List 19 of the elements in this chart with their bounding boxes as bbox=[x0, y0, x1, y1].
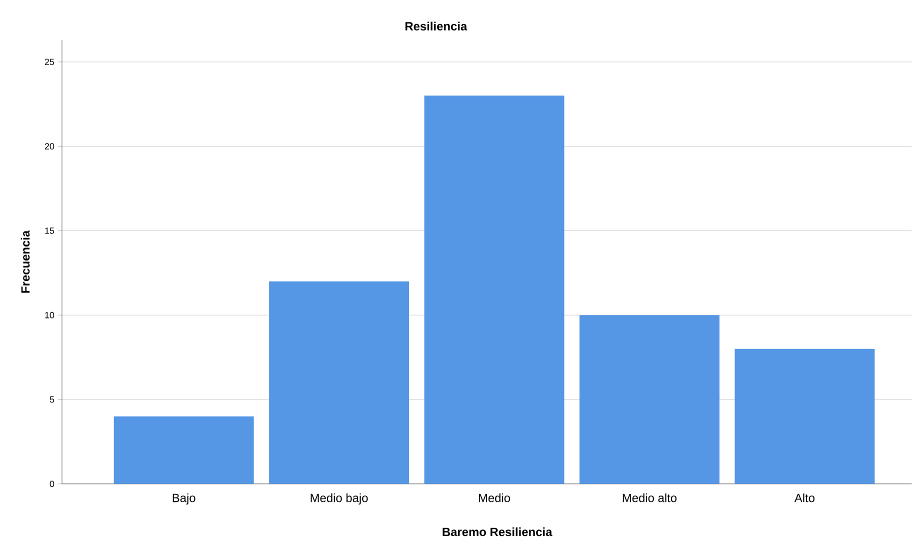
x-axis-title: Baremo Resiliencia bbox=[442, 527, 552, 536]
bar bbox=[580, 315, 720, 484]
x-tick-label: Alto bbox=[794, 493, 814, 502]
bar bbox=[114, 416, 254, 484]
y-tick-label: 15 bbox=[45, 228, 54, 234]
x-tick-label: Bajo bbox=[172, 493, 196, 505]
x-tick-label: Medio bbox=[478, 493, 510, 502]
y-tick-label: 5 bbox=[50, 396, 54, 403]
y-tick-label: 10 bbox=[45, 312, 54, 318]
y-tick-label: 20 bbox=[44, 143, 54, 150]
x-tick-label: Medio bajo bbox=[310, 493, 368, 505]
y-axis-title: Frecuencia bbox=[20, 230, 30, 293]
y-tick-label: 25 bbox=[44, 58, 54, 66]
chart-title: Resiliencia bbox=[405, 22, 468, 31]
x-tick-label: Medio alto bbox=[622, 493, 677, 502]
y-tick-label: 0 bbox=[50, 480, 54, 488]
bar bbox=[269, 281, 410, 484]
bar bbox=[734, 348, 875, 484]
bar bbox=[424, 96, 564, 484]
